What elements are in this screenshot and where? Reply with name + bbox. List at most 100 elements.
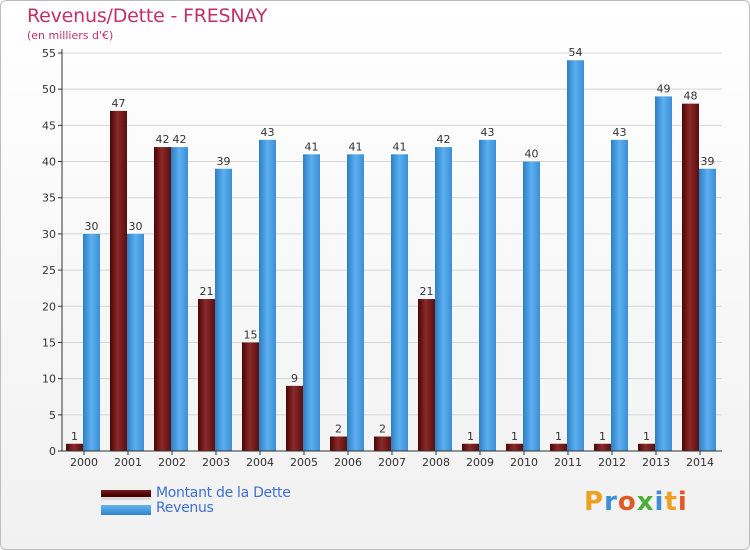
data-label: 39 [701,155,715,168]
bar-revenus [479,139,496,451]
proxiti-logo: Proxiti [584,487,688,517]
bar-revenus [347,154,364,452]
bar-dette [330,436,347,451]
data-label: 1 [555,430,562,443]
x-tick-label: 2004 [246,456,274,469]
logo-letter: r [604,487,618,517]
chart-subtitle: (en milliers d'€) [27,29,114,42]
data-label: 41 [349,140,363,153]
y-tick-label: 20 [42,300,56,313]
bar-revenus [127,233,144,451]
logo-letter: i [677,487,688,517]
bar-dette [638,443,655,451]
data-label: 15 [244,328,258,341]
data-label: 40 [525,148,539,161]
y-tick-label: 10 [42,373,56,386]
data-label: 42 [173,133,187,146]
y-tick-label: 50 [42,83,56,96]
bar-revenus [435,147,452,451]
legend-label-dette: Montant de la Dette [156,485,291,501]
y-tick-label: 25 [42,264,56,277]
y-tick-label: 45 [42,119,56,132]
logo-letter: t [664,487,678,517]
legend-swatch-revenus [101,505,151,515]
y-tick-label: 0 [49,445,56,458]
bar-dette [374,436,391,451]
data-label: 41 [305,140,319,153]
x-tick-label: 2003 [202,456,230,469]
y-tick-label: 55 [42,47,56,60]
data-label: 47 [112,97,126,110]
bar-revenus [83,233,100,451]
data-label: 9 [291,372,298,385]
data-label: 1 [599,430,606,443]
bar-dette [286,385,303,451]
bar-revenus [567,60,584,452]
x-tick-label: 2010 [510,456,538,469]
data-label: 1 [643,430,650,443]
data-label: 2 [335,423,342,436]
data-label: 1 [71,430,78,443]
bar-dette [66,443,83,451]
y-tick-label: 30 [42,228,56,241]
data-label: 2 [379,423,386,436]
bar-dette [418,299,435,451]
x-tick-label: 2014 [686,456,714,469]
bar-revenus [259,139,276,451]
y-tick-label: 35 [42,192,56,205]
data-label: 48 [684,90,698,103]
x-tick-label: 2000 [70,456,98,469]
data-label: 43 [613,126,627,139]
logo-letter: o [617,487,637,517]
logo-letter: i [654,487,665,517]
bar-revenus [215,168,232,452]
x-tick-label: 2002 [158,456,186,469]
bar-dette [154,147,171,451]
data-label: 30 [129,220,143,233]
data-label: 42 [156,133,170,146]
legend-label-revenus: Revenus [156,500,214,516]
bar-revenus [699,168,716,452]
x-tick-label: 2011 [554,456,582,469]
x-tick-label: 2013 [642,456,670,469]
bar-revenus [171,147,188,451]
data-label: 43 [481,126,495,139]
x-tick-label: 2009 [466,456,494,469]
bar-revenus [391,154,408,452]
bar-revenus [655,96,672,451]
data-label: 21 [200,285,214,298]
legend-item-dette: Montant de la Dette [101,485,401,503]
bar-dette [682,103,699,452]
logo-letter: x [636,487,655,517]
bar-dette [198,299,215,451]
y-tick-label: 15 [42,336,56,349]
bar-dette [594,443,611,451]
data-label: 1 [467,430,474,443]
x-tick-label: 2001 [114,456,142,469]
data-label: 42 [437,133,451,146]
bar-dette [110,110,127,452]
legend-item-revenus: Revenus [101,500,401,518]
data-label: 21 [420,285,434,298]
bar-revenus [611,139,628,451]
chart-title: Revenus/Dette - FRESNAY [27,5,268,27]
bar-dette [462,443,479,451]
data-label: 41 [393,140,407,153]
data-label: 1 [511,430,518,443]
x-tick-label: 2006 [334,456,362,469]
legend-swatch-dette [101,490,151,500]
bar-dette [550,443,567,451]
data-label: 39 [217,155,231,168]
y-tick-label: 40 [42,156,56,169]
data-label: 43 [261,126,275,139]
bar-dette [242,342,259,451]
data-label: 49 [657,82,671,95]
bar-dette [506,443,523,451]
x-tick-label: 2008 [422,456,450,469]
bar-revenus [303,154,320,452]
x-tick-label: 2005 [290,456,318,469]
bar-revenus [523,161,540,451]
logo-letter: P [584,487,605,517]
